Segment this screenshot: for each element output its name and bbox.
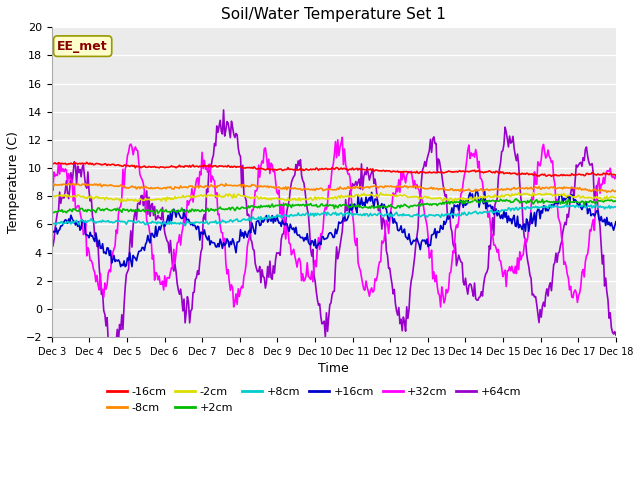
- Text: EE_met: EE_met: [58, 40, 108, 53]
- Legend: -16cm, -8cm, -2cm, +2cm, +8cm, +16cm, +32cm, +64cm: -16cm, -8cm, -2cm, +2cm, +8cm, +16cm, +3…: [102, 383, 526, 417]
- Title: Soil/Water Temperature Set 1: Soil/Water Temperature Set 1: [221, 7, 446, 22]
- X-axis label: Time: Time: [319, 362, 349, 375]
- Y-axis label: Temperature (C): Temperature (C): [7, 131, 20, 233]
